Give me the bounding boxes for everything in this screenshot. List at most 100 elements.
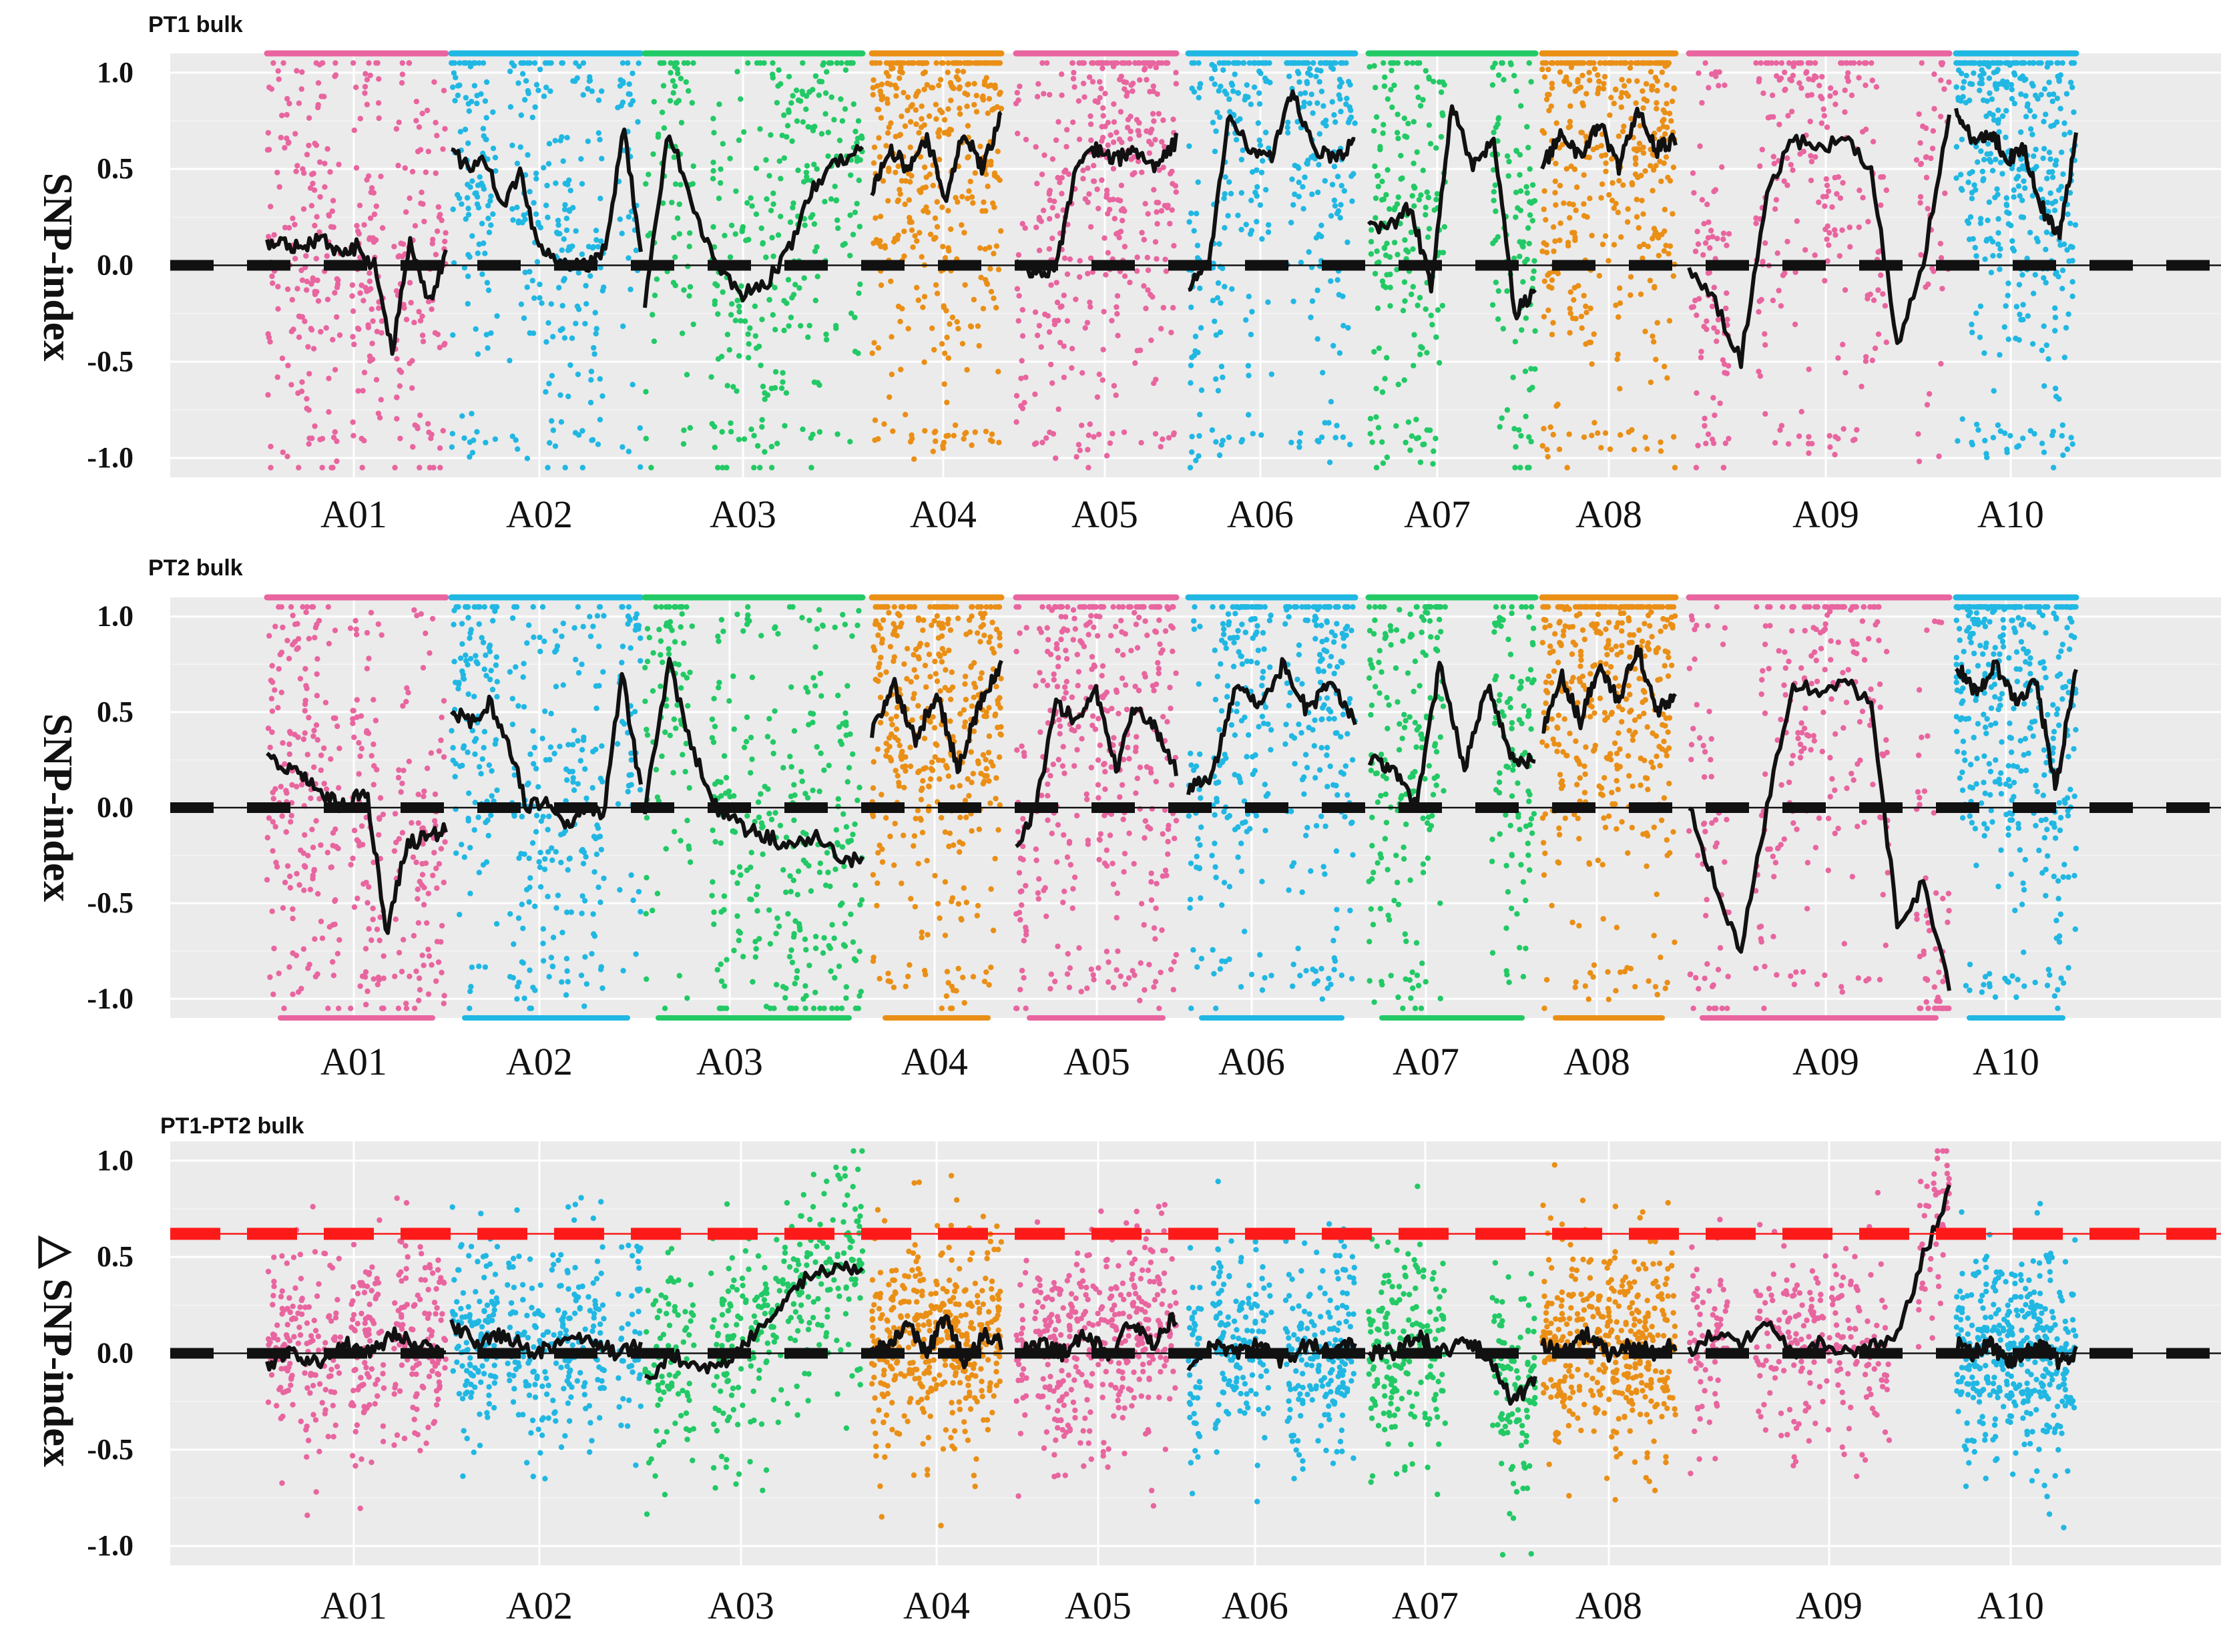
data-point bbox=[579, 428, 585, 434]
data-point bbox=[1960, 85, 1966, 91]
data-point bbox=[770, 312, 776, 318]
data-point bbox=[748, 734, 754, 741]
data-point bbox=[877, 214, 884, 220]
data-point bbox=[952, 422, 959, 429]
data-point bbox=[1571, 297, 1577, 303]
data-point bbox=[1338, 108, 1344, 115]
data-point bbox=[619, 230, 625, 236]
data-point bbox=[592, 310, 598, 316]
data-point bbox=[1567, 289, 1573, 295]
data-point bbox=[1246, 60, 1252, 66]
data-point bbox=[321, 780, 327, 787]
data-point bbox=[1955, 438, 1961, 444]
data-point bbox=[816, 869, 823, 876]
data-point bbox=[1015, 130, 1021, 137]
data-point bbox=[1650, 333, 1656, 339]
data-point bbox=[284, 286, 291, 292]
data-point bbox=[948, 226, 954, 232]
data-point bbox=[977, 144, 983, 150]
data-point bbox=[1401, 377, 1407, 383]
data-point bbox=[1969, 169, 1975, 175]
data-point bbox=[265, 392, 271, 398]
data-point bbox=[561, 206, 568, 212]
data-point bbox=[1423, 212, 1429, 218]
data-point bbox=[637, 787, 644, 793]
data-point bbox=[1085, 447, 1091, 453]
data-point bbox=[1296, 79, 1302, 85]
data-point bbox=[1381, 244, 1388, 251]
data-point bbox=[739, 226, 746, 233]
data-point bbox=[1144, 254, 1151, 260]
data-point bbox=[1248, 198, 1254, 204]
data-point bbox=[1160, 164, 1166, 170]
data-point bbox=[770, 739, 776, 745]
data-point bbox=[1917, 140, 1923, 146]
data-point bbox=[366, 270, 373, 276]
data-point bbox=[1639, 198, 1645, 204]
data-point bbox=[1286, 73, 1292, 79]
data-point bbox=[396, 119, 402, 125]
data-point bbox=[417, 412, 423, 419]
data-point bbox=[1788, 108, 1795, 115]
data-point bbox=[766, 296, 772, 303]
data-point bbox=[483, 115, 489, 121]
data-point bbox=[269, 729, 275, 736]
data-point bbox=[417, 465, 423, 471]
data-point bbox=[1627, 65, 1634, 71]
data-point bbox=[474, 429, 480, 435]
data-point bbox=[1154, 200, 1160, 206]
data-point bbox=[748, 770, 754, 776]
data-point bbox=[1977, 220, 1984, 226]
data-point bbox=[269, 908, 275, 914]
data-point bbox=[1820, 194, 1826, 200]
data-point bbox=[1128, 128, 1134, 134]
data-point bbox=[1019, 358, 1025, 364]
data-point bbox=[1546, 284, 1552, 290]
data-point bbox=[651, 338, 658, 344]
data-point bbox=[772, 708, 778, 714]
data-point bbox=[1556, 447, 1563, 453]
data-point bbox=[401, 936, 407, 943]
data-point bbox=[869, 60, 875, 66]
data-point bbox=[1702, 240, 1709, 246]
data-point bbox=[362, 90, 368, 96]
data-point bbox=[1374, 248, 1380, 254]
data-point bbox=[537, 648, 543, 655]
data-point bbox=[279, 355, 286, 361]
data-point bbox=[1289, 176, 1295, 182]
data-point bbox=[376, 305, 382, 311]
data-point bbox=[1138, 440, 1144, 446]
data-point bbox=[899, 113, 905, 119]
data-point bbox=[313, 256, 319, 262]
data-point bbox=[1189, 85, 1195, 91]
data-point bbox=[459, 621, 465, 627]
data-point bbox=[336, 937, 342, 943]
data-point bbox=[821, 1005, 827, 1011]
data-point bbox=[399, 80, 405, 86]
data-point bbox=[557, 744, 563, 750]
data-point bbox=[1583, 91, 1589, 97]
data-point bbox=[1524, 123, 1530, 130]
data-point bbox=[1543, 60, 1549, 66]
data-point bbox=[314, 277, 320, 284]
data-point bbox=[971, 101, 977, 108]
data-point bbox=[718, 978, 725, 985]
data-point bbox=[709, 735, 716, 741]
data-point bbox=[357, 115, 363, 121]
data-point bbox=[1151, 380, 1157, 386]
data-point bbox=[334, 950, 341, 956]
data-point bbox=[1822, 278, 1828, 284]
data-point bbox=[1423, 204, 1429, 210]
data-point bbox=[1388, 87, 1394, 93]
data-point bbox=[816, 92, 822, 98]
data-point bbox=[1384, 454, 1390, 461]
data-point bbox=[359, 973, 366, 979]
data-point bbox=[1716, 83, 1722, 89]
data-point bbox=[381, 953, 387, 959]
data-point bbox=[1642, 168, 1648, 174]
data-point bbox=[1723, 305, 1729, 312]
data-point bbox=[429, 962, 435, 968]
data-point bbox=[792, 918, 798, 924]
data-point bbox=[547, 88, 553, 94]
trend-line bbox=[1188, 89, 1356, 292]
